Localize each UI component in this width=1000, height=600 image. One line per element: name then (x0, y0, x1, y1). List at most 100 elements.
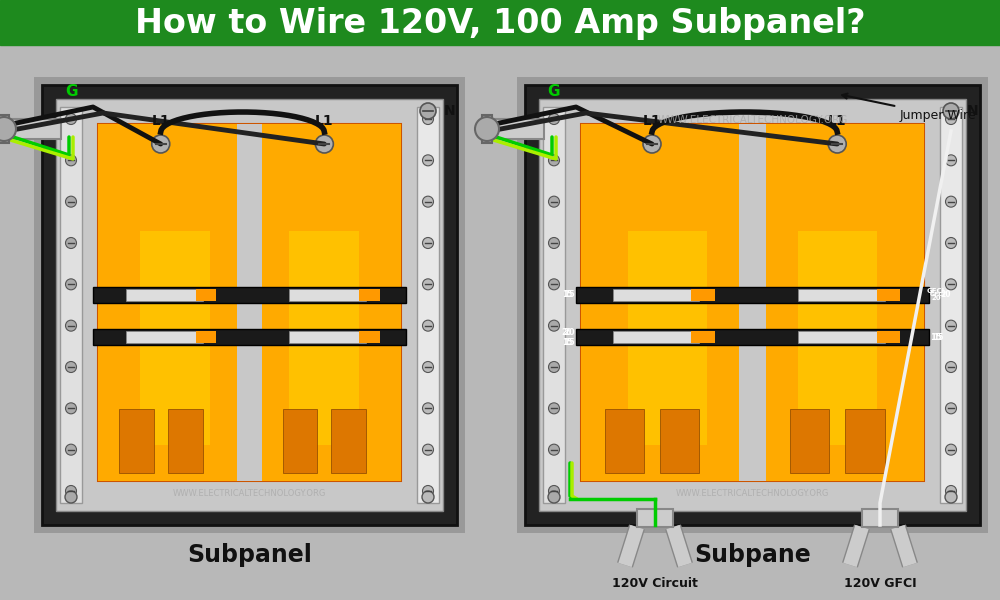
Bar (790, 409, 829, 473)
Text: L1: L1 (828, 114, 847, 128)
Bar (581, 124, 924, 481)
Circle shape (152, 135, 170, 153)
Bar (359, 289, 380, 301)
Bar (691, 289, 715, 301)
Bar (56, 99, 443, 511)
Circle shape (475, 117, 499, 141)
Text: WWW.ELECTRICALTECHNOLOGY.ORG: WWW.ELECTRICALTECHNOLOGY.ORG (676, 488, 829, 497)
Bar (168, 409, 203, 473)
Bar (691, 331, 715, 343)
Bar (660, 409, 699, 473)
Text: 15: 15 (562, 290, 572, 299)
Circle shape (548, 403, 560, 414)
Circle shape (422, 491, 434, 503)
Circle shape (946, 320, 956, 331)
Text: Subpanel: Subpanel (187, 543, 312, 567)
Text: G: G (65, 84, 77, 99)
Text: 120V Circuit: 120V Circuit (612, 577, 698, 590)
Bar (877, 331, 900, 343)
Circle shape (946, 196, 956, 207)
Circle shape (66, 485, 76, 497)
Bar (93, 286, 406, 302)
Bar (359, 331, 380, 343)
Bar (126, 331, 203, 343)
Text: G: G (548, 84, 560, 99)
Circle shape (548, 491, 560, 503)
Circle shape (422, 361, 434, 373)
Bar (576, 286, 929, 302)
Bar (798, 231, 877, 445)
Text: GFCI: GFCI (930, 292, 946, 297)
Text: 20
15: 20 15 (562, 328, 572, 347)
Circle shape (66, 320, 76, 331)
Circle shape (66, 444, 76, 455)
Circle shape (548, 361, 560, 373)
Bar (482, 115, 492, 143)
Text: 20
15: 20 15 (563, 328, 575, 347)
Circle shape (548, 196, 560, 207)
Circle shape (946, 155, 956, 166)
Circle shape (422, 196, 434, 207)
Bar (798, 289, 885, 301)
Circle shape (946, 113, 956, 124)
Text: 120V GFCI: 120V GFCI (844, 577, 916, 590)
Circle shape (945, 491, 957, 503)
Text: L1: L1 (643, 114, 661, 128)
Circle shape (643, 135, 661, 153)
Bar (539, 99, 966, 511)
Text: 15: 15 (563, 290, 575, 299)
Bar (525, 85, 980, 525)
Bar (490, 119, 544, 139)
Bar (98, 124, 401, 481)
Circle shape (66, 155, 76, 166)
Circle shape (66, 279, 76, 290)
Bar (34, 77, 465, 533)
Text: L1: L1 (151, 114, 170, 128)
Bar (628, 231, 707, 445)
Bar (283, 409, 317, 473)
Bar (262, 124, 401, 481)
Bar (289, 331, 366, 343)
Circle shape (828, 135, 846, 153)
Bar (798, 331, 885, 343)
Circle shape (548, 444, 560, 455)
Circle shape (946, 361, 956, 373)
Bar (543, 107, 565, 503)
Bar (0, 0, 1000, 45)
Bar (739, 124, 766, 481)
Circle shape (422, 238, 434, 248)
Circle shape (420, 103, 436, 119)
Text: 15: 15 (930, 333, 942, 342)
Circle shape (548, 279, 560, 290)
Bar (581, 124, 739, 481)
Circle shape (422, 113, 434, 124)
Circle shape (65, 491, 77, 503)
Text: 20: 20 (941, 290, 951, 299)
Bar (196, 331, 216, 343)
Bar (877, 289, 900, 301)
Circle shape (422, 320, 434, 331)
Circle shape (548, 113, 560, 124)
Circle shape (66, 403, 76, 414)
Bar (93, 329, 406, 346)
Bar (126, 289, 203, 301)
Bar (613, 331, 699, 343)
Circle shape (548, 485, 560, 497)
Circle shape (548, 320, 560, 331)
Circle shape (0, 117, 16, 141)
Circle shape (548, 155, 560, 166)
Bar (517, 77, 988, 533)
Circle shape (946, 444, 956, 455)
Bar (289, 231, 359, 445)
Circle shape (943, 103, 959, 119)
Bar (140, 231, 210, 445)
Text: N: N (444, 104, 456, 118)
Circle shape (946, 403, 956, 414)
Circle shape (422, 444, 434, 455)
Circle shape (946, 279, 956, 290)
Bar (60, 107, 82, 503)
Bar (289, 289, 366, 301)
Bar (98, 124, 237, 481)
Bar (576, 329, 929, 346)
Text: 15: 15 (933, 333, 943, 342)
